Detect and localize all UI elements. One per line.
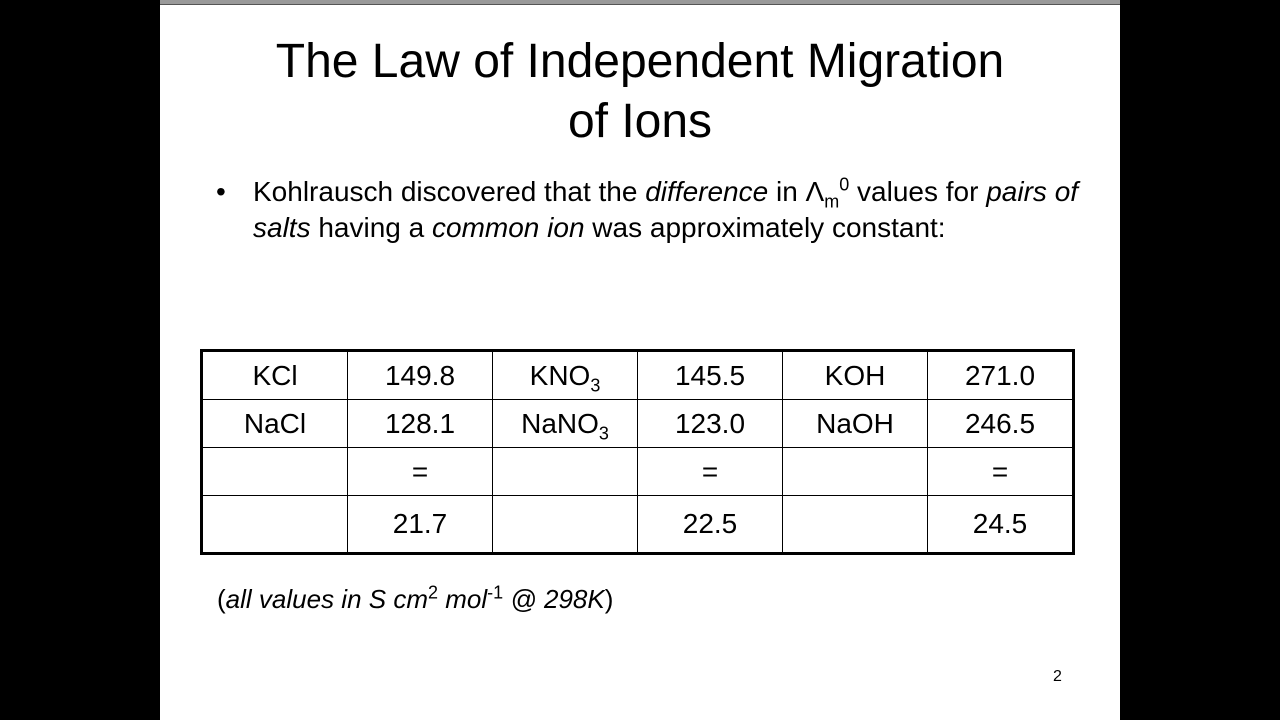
table-cell: KOH — [782, 350, 928, 400]
bullet-icon: • — [216, 176, 226, 207]
cell-text: 24.5 — [972, 508, 1028, 539]
cell-text: NaNO — [521, 407, 599, 439]
conductivity-table: KCl 149.8 KNO3 145.5 KOH 271.0 NaCl 128.1 NaNO3 1… — [200, 349, 1075, 555]
table-cell: 21.7 — [347, 495, 493, 554]
superscript: 2 — [427, 582, 438, 603]
title-line-1: The Law of Independent Migration — [275, 35, 1005, 88]
cell-text: 246.5 — [964, 407, 1036, 439]
emphasis: common ion — [432, 212, 585, 243]
cell-text: = — [701, 455, 719, 487]
cell-text: 21.7 — [392, 508, 448, 539]
slide: The Law of Independent Migration of Ions… — [160, 0, 1120, 720]
bullet-text: Kohlrausch discovered that the differenc… — [253, 174, 1083, 246]
cell-text: = — [411, 455, 429, 487]
text: having a — [310, 212, 432, 243]
table-cell — [201, 447, 348, 496]
table-cell: = — [637, 447, 783, 496]
table-cell — [782, 447, 928, 496]
text: in Λ — [768, 176, 825, 207]
slide-title: The Law of Independent Migration of Ions — [160, 32, 1120, 152]
table-cell: 22.5 — [637, 495, 783, 554]
text: @ 298K — [503, 584, 605, 614]
table-cell: 149.8 — [347, 350, 493, 400]
text: values for — [849, 176, 987, 207]
superscript: 0 — [839, 174, 850, 195]
table-cell: KNO3 — [492, 350, 638, 400]
text: ) — [604, 584, 614, 614]
table-cell: 246.5 — [927, 399, 1074, 448]
title-line-2: of Ions — [567, 95, 713, 148]
cell-text: 128.1 — [384, 407, 456, 439]
table-cell: KCl — [201, 350, 348, 400]
cell-text: 123.0 — [674, 407, 746, 439]
table-cell: 128.1 — [347, 399, 493, 448]
table-cell: = — [927, 447, 1074, 496]
text: all values in S cm — [225, 584, 428, 614]
cell-text: KCl — [252, 359, 298, 391]
table-cell — [782, 495, 928, 554]
cell-text: 149.8 — [384, 359, 456, 391]
cell-text: KNO — [529, 359, 591, 391]
cell-text: NaOH — [816, 407, 894, 439]
table-row: = = = — [201, 447, 1074, 496]
units-footnote: (all values in S cm2 mol-1 @ 298K) — [217, 582, 614, 615]
cell-text: 271.0 — [964, 359, 1036, 391]
cell-text: KOH — [824, 359, 886, 391]
cell-text: 22.5 — [682, 508, 738, 539]
table-row: NaCl 128.1 NaNO3 123.0 NaOH 246.5 — [201, 399, 1074, 448]
table-row: 21.7 22.5 24.5 — [201, 495, 1074, 554]
subscript: 3 — [590, 375, 601, 396]
table-cell: NaCl — [201, 399, 348, 448]
table-cell: = — [347, 447, 493, 496]
table-row: KCl 149.8 KNO3 145.5 KOH 271.0 — [201, 350, 1074, 400]
table-cell — [492, 495, 638, 554]
cell-text: = — [991, 455, 1009, 487]
table-cell: NaNO3 — [492, 399, 638, 448]
emphasis: pairs of salts — [253, 176, 1079, 243]
table-cell — [201, 495, 348, 554]
text: mol — [438, 584, 488, 614]
table-cell: NaOH — [782, 399, 928, 448]
subscript: m — [824, 191, 840, 212]
page-number: 2 — [1053, 668, 1062, 685]
table-cell — [492, 447, 638, 496]
table-cell: 123.0 — [637, 399, 783, 448]
top-border — [160, 0, 1120, 5]
table-cell: 271.0 — [927, 350, 1074, 400]
cell-text: 145.5 — [674, 359, 746, 391]
table-cell: 24.5 — [927, 495, 1074, 554]
text: ( — [217, 584, 226, 614]
text: was approximately constant: — [584, 212, 946, 243]
cell-text: NaCl — [243, 407, 307, 439]
text: Kohlrausch discovered that the — [253, 176, 646, 207]
emphasis: difference — [645, 176, 769, 207]
subscript: 3 — [598, 423, 609, 444]
table-cell: 145.5 — [637, 350, 783, 400]
superscript: -1 — [487, 582, 504, 603]
